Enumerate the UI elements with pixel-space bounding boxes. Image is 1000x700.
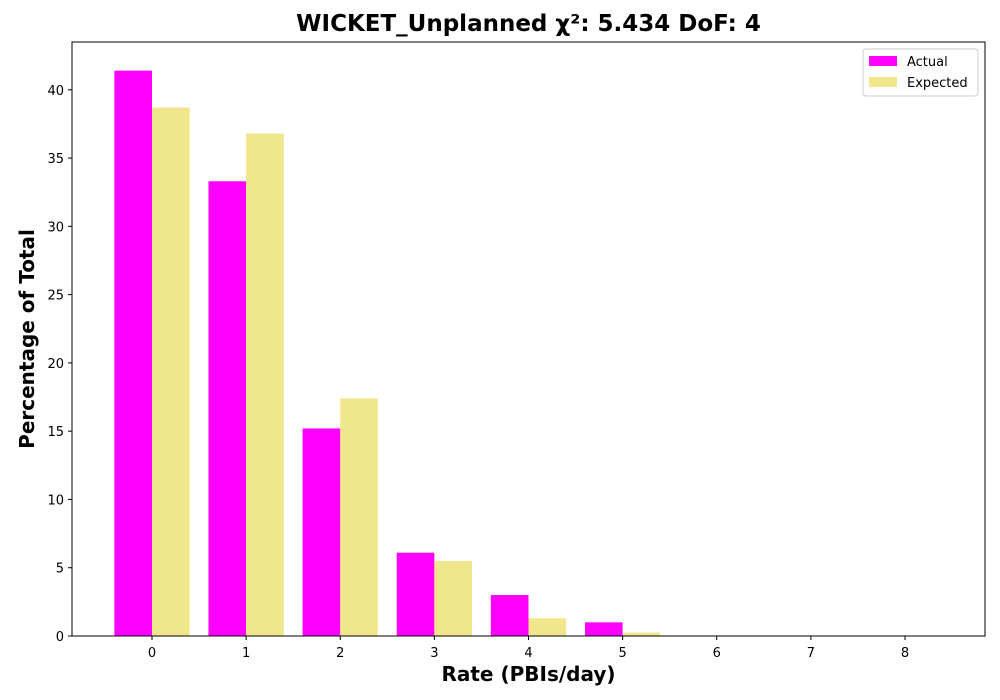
y-axis-label: Percentage of Total [15, 229, 39, 449]
x-tick-label: 1 [242, 646, 250, 661]
legend-swatch-expected [869, 77, 897, 87]
x-tick-label: 8 [901, 646, 909, 661]
x-tick-label: 5 [618, 646, 626, 661]
x-tick-label: 7 [807, 646, 815, 661]
bar-expected-2 [340, 398, 378, 636]
series-expected [152, 107, 755, 637]
y-axis-ticks: 0 5 10 15 20 25 30 35 40 [47, 84, 72, 645]
x-axis-ticks: 0 1 2 3 4 5 6 7 8 [148, 636, 909, 661]
legend: Actual Expected [862, 48, 979, 97]
y-tick-label: 10 [47, 493, 64, 508]
bar-expected-0 [152, 107, 190, 637]
legend-label-actual: Actual [907, 55, 948, 70]
legend-label-expected: Expected [907, 76, 968, 91]
y-tick-label: 35 [47, 152, 64, 167]
x-tick-label: 2 [336, 646, 344, 661]
bar-expected-3 [434, 560, 473, 636]
bars-layer [114, 70, 755, 637]
bar-actual-3 [396, 552, 435, 636]
legend-swatch-actual [869, 56, 897, 66]
y-tick-label: 40 [47, 84, 64, 99]
bar-actual-2 [302, 428, 341, 636]
x-tick-label: 3 [430, 646, 438, 661]
y-tick-label: 0 [56, 630, 64, 645]
bar-actual-5 [584, 622, 623, 636]
y-tick-label: 20 [47, 357, 64, 372]
x-tick-label: 6 [713, 646, 721, 661]
y-tick-label: 25 [47, 289, 64, 304]
bar-expected-4 [528, 618, 567, 636]
bar-actual-0 [114, 70, 153, 637]
y-tick-label: 15 [47, 425, 64, 440]
y-tick-label: 5 [56, 562, 64, 577]
y-tick-label: 30 [47, 220, 64, 235]
bar-actual-4 [490, 595, 529, 636]
x-tick-label: 0 [148, 646, 156, 661]
bar-actual-1 [208, 181, 247, 636]
series-actual [114, 70, 623, 637]
chart-title: WICKET_Unplanned χ²: 5.434 DoF: 4 [296, 11, 761, 37]
x-tick-label: 4 [524, 646, 532, 661]
bar-expected-1 [246, 133, 284, 636]
bar-expected-5 [622, 632, 661, 636]
x-axis-label: Rate (PBIs/day) [441, 662, 615, 686]
